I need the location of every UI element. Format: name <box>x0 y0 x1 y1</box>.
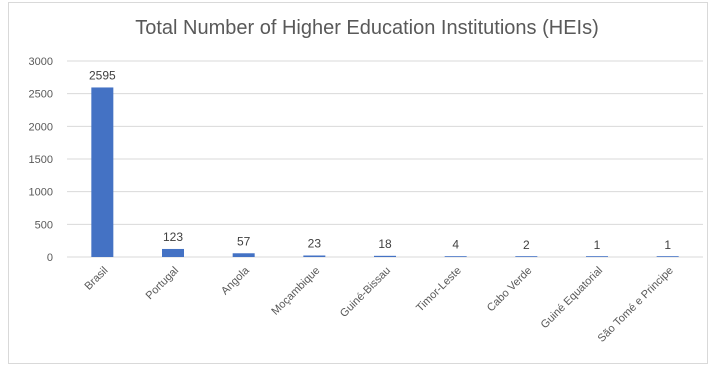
bar <box>162 248 184 257</box>
y-axis-tick-labels: 0 500 1000 1500 2000 2500 3000 <box>29 56 53 264</box>
data-label: 18 <box>378 237 392 251</box>
bar <box>656 256 679 257</box>
chart-frame: Total Number of Higher Education Institu… <box>8 2 708 364</box>
x-axis-category-labels: Brasil Portugal Angola Moçambique Guiné-Biss… <box>83 264 676 345</box>
bars <box>91 87 679 258</box>
category-label: Moçambique <box>269 265 322 318</box>
y-tick-label: 0 <box>47 252 53 264</box>
data-label: 2 <box>523 238 530 252</box>
y-tick-label: 2000 <box>29 121 53 133</box>
data-label: 1 <box>594 238 601 252</box>
y-tick-label: 1000 <box>29 187 53 199</box>
category-label: Cabo Verde <box>485 265 535 315</box>
category-label: Guiné Equatorial <box>539 265 605 331</box>
data-label: 2595 <box>89 68 116 82</box>
gridlines <box>67 60 703 258</box>
data-label: 23 <box>308 236 322 250</box>
data-label: 1 <box>664 238 671 252</box>
data-label: 4 <box>452 238 459 252</box>
category-label: Guiné-Bissau <box>338 265 393 320</box>
bar <box>232 253 255 257</box>
data-labels: 2595 123 57 23 18 4 2 1 1 <box>89 68 671 251</box>
category-label: Angola <box>219 264 252 297</box>
data-label: 123 <box>163 230 183 244</box>
y-tick-label: 1500 <box>29 154 53 166</box>
category-label: Brasil <box>83 265 111 293</box>
bar <box>444 256 467 257</box>
y-tick-label: 500 <box>35 219 53 231</box>
category-label: Timor-Leste <box>414 265 464 315</box>
bar <box>303 255 326 257</box>
y-tick-label: 3000 <box>29 56 53 68</box>
bar <box>374 255 396 257</box>
category-label: Portugal <box>144 265 181 302</box>
bar <box>515 256 538 257</box>
chart-title: Total Number of Higher Education Institu… <box>135 17 599 39</box>
data-label: 57 <box>237 234 251 248</box>
bar <box>91 87 114 258</box>
bar-chart: Total Number of Higher Education Institu… <box>29 17 703 345</box>
category-label: São Tomé e Principe <box>596 265 676 345</box>
bar <box>586 256 608 257</box>
y-tick-label: 2500 <box>29 89 53 101</box>
